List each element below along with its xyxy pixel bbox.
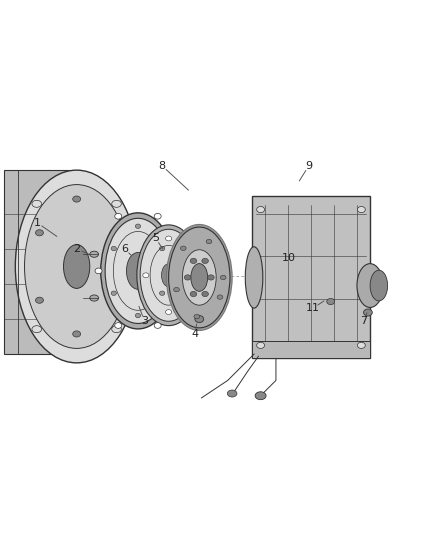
Ellipse shape (255, 392, 266, 400)
Ellipse shape (208, 275, 214, 280)
Ellipse shape (166, 310, 172, 314)
Ellipse shape (174, 268, 181, 274)
Ellipse shape (15, 170, 138, 363)
Ellipse shape (111, 291, 117, 295)
Ellipse shape (169, 227, 230, 328)
Ellipse shape (191, 264, 208, 292)
Ellipse shape (135, 224, 141, 229)
Text: 8: 8 (159, 161, 166, 171)
Ellipse shape (73, 196, 81, 202)
Ellipse shape (112, 326, 121, 333)
Ellipse shape (35, 297, 43, 303)
Ellipse shape (101, 213, 175, 329)
Ellipse shape (90, 295, 99, 301)
Ellipse shape (154, 322, 161, 328)
Ellipse shape (180, 246, 186, 251)
Ellipse shape (357, 206, 365, 213)
Ellipse shape (112, 200, 121, 207)
Text: 5: 5 (152, 233, 159, 243)
Ellipse shape (206, 239, 212, 244)
Text: 1: 1 (34, 217, 41, 228)
Ellipse shape (357, 342, 365, 349)
Ellipse shape (194, 314, 200, 319)
Ellipse shape (110, 297, 118, 303)
Ellipse shape (95, 268, 102, 274)
Ellipse shape (143, 273, 149, 278)
Ellipse shape (227, 390, 237, 397)
Ellipse shape (195, 316, 204, 322)
Ellipse shape (105, 219, 171, 324)
Text: 10: 10 (282, 253, 296, 263)
Ellipse shape (183, 250, 216, 305)
Bar (252, 341, 370, 359)
Ellipse shape (32, 326, 42, 333)
Ellipse shape (110, 230, 118, 236)
Ellipse shape (364, 309, 372, 316)
Ellipse shape (217, 295, 223, 300)
Ellipse shape (159, 291, 165, 295)
Ellipse shape (190, 259, 197, 263)
Text: 2: 2 (73, 244, 80, 254)
Ellipse shape (166, 224, 232, 330)
Ellipse shape (35, 230, 43, 236)
Text: 9: 9 (305, 161, 312, 171)
Ellipse shape (32, 200, 42, 207)
Ellipse shape (327, 298, 335, 304)
Ellipse shape (245, 247, 263, 308)
Ellipse shape (202, 292, 208, 297)
Ellipse shape (90, 251, 99, 257)
Text: 4: 4 (191, 329, 198, 340)
Ellipse shape (188, 273, 194, 278)
Text: 6: 6 (121, 244, 128, 254)
Ellipse shape (115, 213, 122, 219)
Ellipse shape (137, 225, 200, 326)
Ellipse shape (135, 313, 141, 318)
Ellipse shape (73, 331, 81, 337)
Ellipse shape (257, 342, 265, 349)
Text: 3: 3 (141, 316, 148, 326)
Ellipse shape (111, 246, 117, 251)
Bar (252, 197, 370, 359)
Ellipse shape (184, 275, 191, 280)
Ellipse shape (166, 236, 172, 241)
Ellipse shape (127, 253, 149, 289)
Ellipse shape (154, 213, 161, 219)
Ellipse shape (257, 206, 265, 213)
Bar (4, 170, 70, 354)
Ellipse shape (220, 275, 226, 280)
Ellipse shape (25, 184, 129, 349)
Ellipse shape (140, 229, 197, 321)
Text: 7: 7 (360, 316, 367, 326)
Ellipse shape (159, 246, 165, 251)
Ellipse shape (370, 270, 388, 301)
Ellipse shape (162, 264, 176, 287)
Ellipse shape (115, 322, 122, 328)
Ellipse shape (190, 292, 197, 297)
Text: 11: 11 (306, 303, 320, 313)
Ellipse shape (202, 259, 208, 263)
Ellipse shape (357, 264, 383, 308)
Ellipse shape (174, 287, 180, 292)
Ellipse shape (64, 245, 90, 288)
